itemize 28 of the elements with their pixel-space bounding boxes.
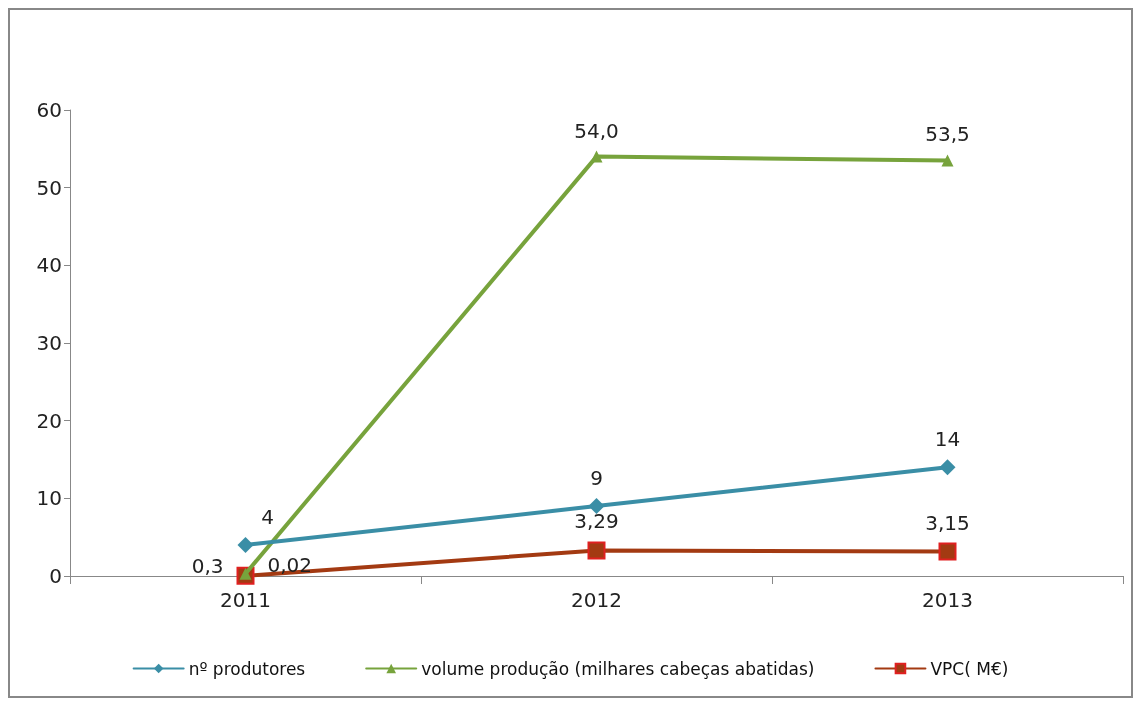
y-tick-label: 40: [36, 253, 62, 278]
x-tick-label: 2012: [571, 588, 622, 612]
data-label: 9: [590, 466, 603, 491]
x-tick-label: 2011: [220, 588, 271, 612]
y-tick-label: 60: [36, 98, 62, 122]
data-label: 4: [261, 504, 274, 529]
data-label: 53,5: [925, 122, 970, 147]
y-tick-label: 0: [49, 564, 62, 588]
point: [588, 498, 605, 515]
y-tick-label: 20: [36, 408, 62, 433]
y-tick-label: 50: [36, 175, 62, 200]
data-label: 54,0: [574, 118, 619, 143]
legend-label: VPC( M€): [930, 658, 1009, 679]
data-label: 3,29: [574, 509, 619, 534]
y-tick-label: 30: [36, 331, 62, 355]
data-label: 0,02: [267, 552, 313, 577]
point: [587, 541, 606, 560]
point: [938, 542, 957, 561]
legend-label: nº produtores: [188, 658, 306, 679]
legend-label: volume produção (milhares cabeças abatidas): [421, 658, 815, 679]
y-tick-label: 10: [36, 486, 62, 511]
data-label: 14: [934, 427, 961, 452]
point: [941, 154, 954, 167]
data-label: 0,3: [191, 553, 224, 578]
data-label: 3,15: [925, 510, 970, 535]
x-tick-label: 2013: [922, 588, 973, 612]
point: [237, 536, 254, 553]
point: [939, 459, 956, 476]
